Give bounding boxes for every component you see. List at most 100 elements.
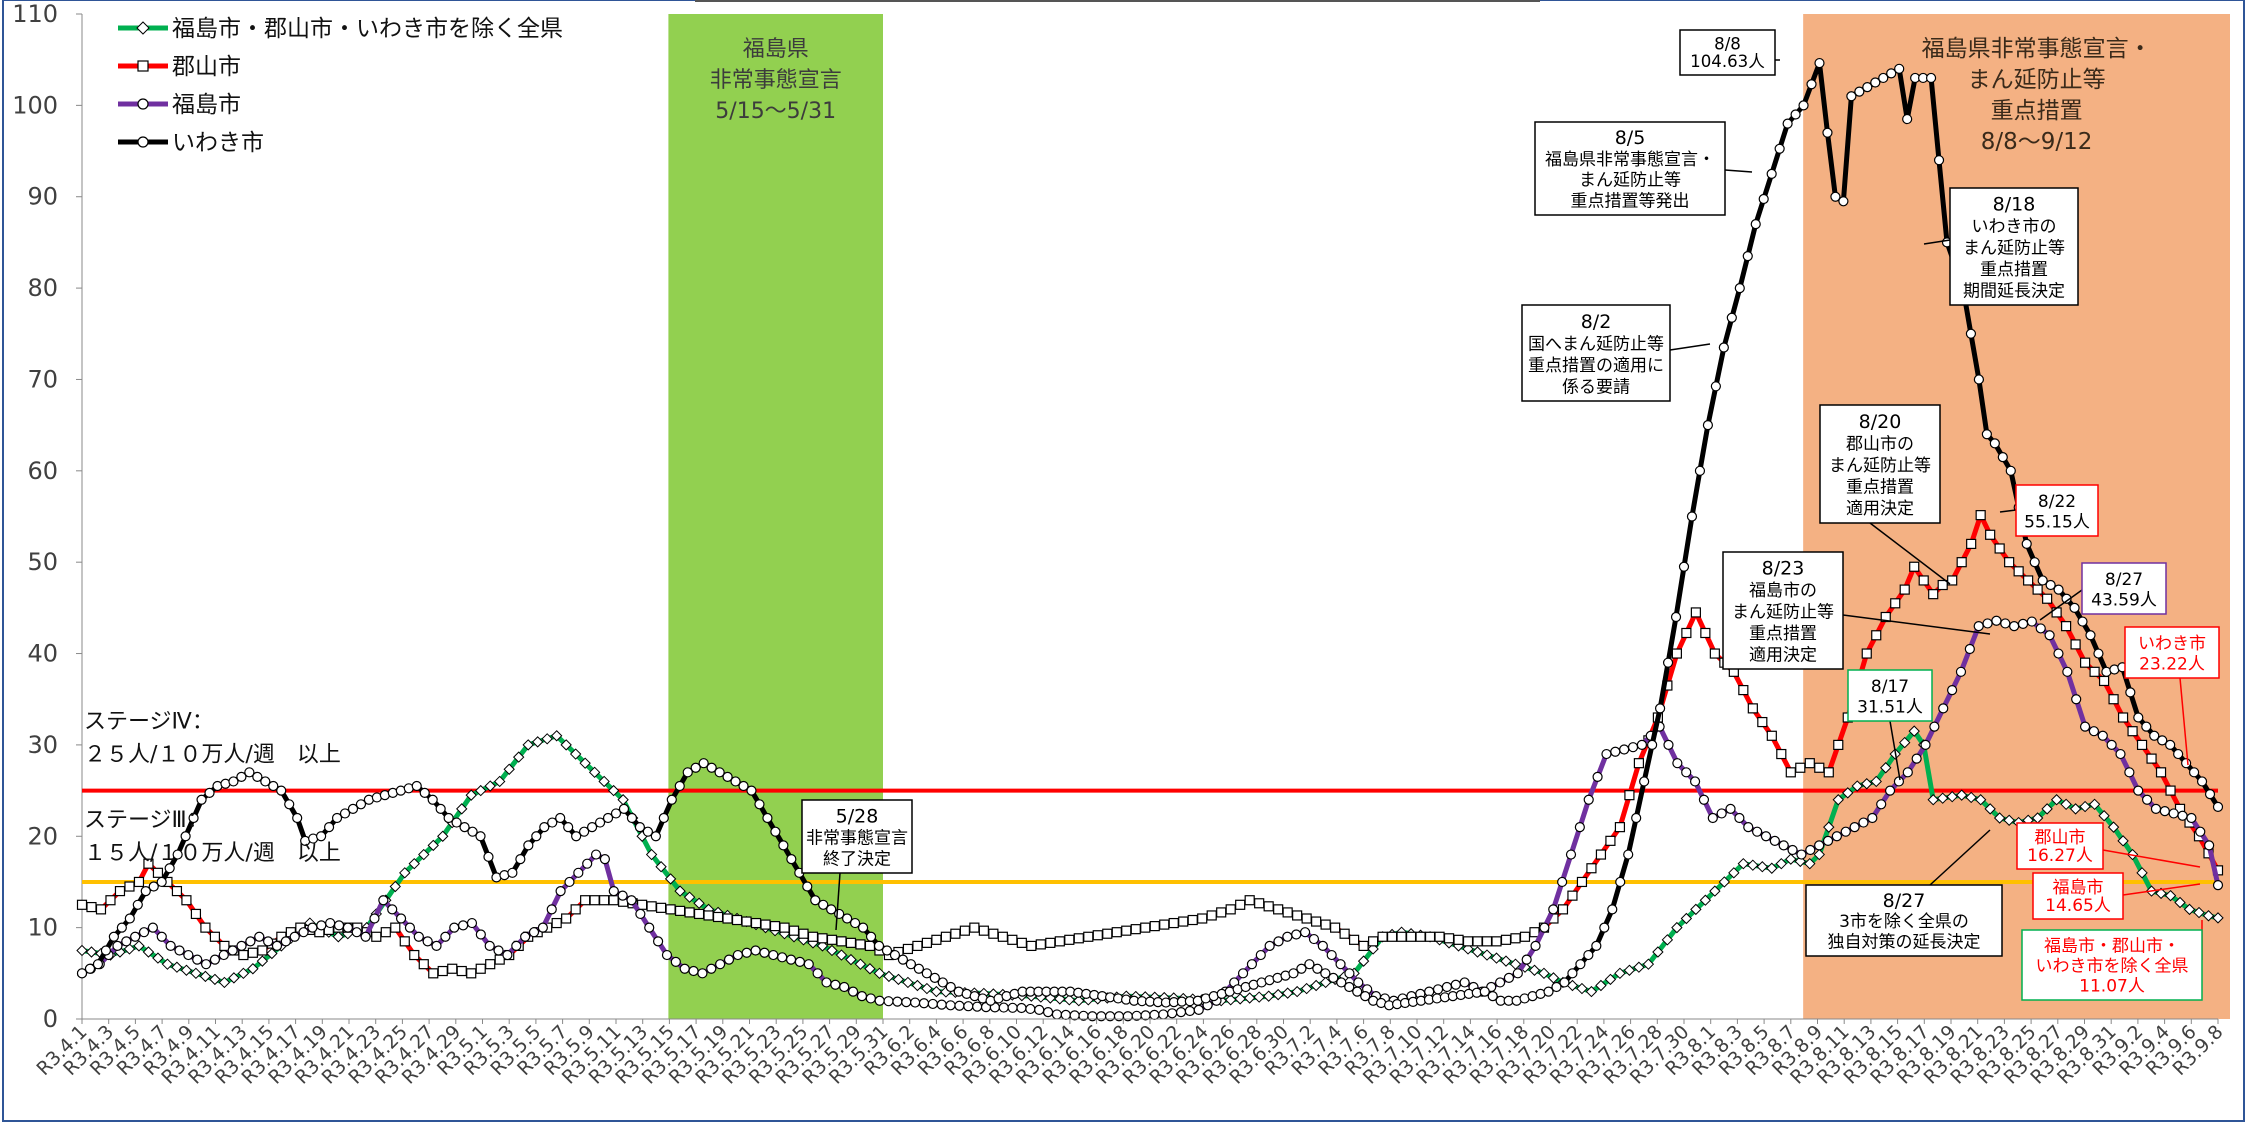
annotation-text: 8/23: [1762, 558, 1805, 580]
data-point: [1681, 627, 1692, 639]
data-point: [2212, 801, 2224, 812]
data-point: [183, 949, 194, 961]
annotation-pointer: [1842, 614, 1991, 635]
data-point: [190, 967, 202, 980]
data-point: [810, 895, 821, 906]
data-point: [1700, 627, 1711, 639]
data-point: [1512, 968, 1523, 979]
data-point: [292, 812, 303, 824]
data-point: [1432, 984, 1444, 995]
data-point: [266, 947, 278, 960]
data-point: [409, 949, 420, 961]
data-point: [1778, 840, 1789, 851]
data-point: [2045, 579, 2056, 591]
data-point: [794, 956, 806, 967]
legend-label: 福島市・郡山市・いわき市を除く全県: [172, 16, 563, 42]
data-point: [1614, 822, 1626, 833]
data-point: [1317, 940, 1328, 952]
data-point: [1870, 775, 1882, 788]
annotation-text: いわき市: [2138, 634, 2206, 654]
data-point: [1339, 928, 1350, 939]
data-point: [2196, 776, 2208, 787]
data-point: [706, 963, 717, 974]
data-point: [714, 767, 725, 778]
data-point: [1964, 643, 1975, 655]
data-point: [582, 858, 593, 869]
y-tick-label: 30: [27, 731, 58, 759]
data-point: [1234, 993, 1246, 1005]
data-point: [972, 1001, 983, 1012]
data-point: [684, 907, 695, 918]
data-point: [1576, 876, 1588, 888]
data-point: [913, 963, 924, 974]
data-point: [2053, 648, 2064, 659]
data-point: [86, 901, 97, 913]
data-point: [1273, 936, 1284, 947]
legend-swatch-marker: [137, 60, 149, 72]
data-point: [347, 803, 359, 814]
data-point: [905, 959, 916, 970]
data-point: [1680, 912, 1693, 925]
data-point: [227, 945, 238, 956]
data-point: [1725, 803, 1736, 814]
data-point: [988, 928, 999, 939]
data-point: [1766, 730, 1777, 741]
data-point: [133, 876, 145, 888]
data-point: [1955, 666, 1967, 677]
data-point: [1973, 374, 1984, 385]
data-point: [1064, 934, 1075, 945]
data-point: [1262, 990, 1275, 1002]
data-point: [523, 840, 534, 851]
data-point: [218, 976, 231, 989]
data-point: [864, 963, 876, 975]
y-tick-label: 0: [43, 1005, 58, 1033]
data-point: [503, 763, 515, 775]
data-point: [1909, 561, 1920, 572]
data-point: [1652, 946, 1664, 958]
data-point: [124, 913, 135, 924]
data-point: [693, 908, 705, 920]
data-point: [940, 931, 951, 942]
data-point: [1619, 744, 1630, 755]
annotation-box: [1722, 551, 1844, 670]
data-point: [1989, 438, 2000, 449]
data-point: [2204, 789, 2216, 800]
data-point: [1795, 762, 1806, 773]
data-point: [1937, 579, 1948, 591]
data-point: [754, 799, 765, 810]
data-point: [1831, 831, 1842, 842]
data-point: [1538, 967, 1550, 980]
data-point: [2159, 806, 2170, 817]
data-point: [646, 901, 657, 912]
data-point: [458, 920, 469, 931]
annotation-text: 104.63人: [1690, 52, 1765, 71]
data-point: [1920, 739, 1931, 751]
data-point: [263, 936, 274, 947]
data-point: [1936, 792, 1949, 804]
data-point: [1149, 921, 1160, 932]
data-point: [712, 911, 724, 923]
data-point: [1459, 977, 1470, 988]
data-point: [2088, 798, 2101, 811]
data-point: [147, 922, 159, 933]
data-point: [2060, 798, 2072, 811]
data-point: [1045, 937, 1056, 948]
data-point: [1631, 812, 1642, 824]
data-point: [143, 858, 154, 869]
data-point: [541, 733, 553, 745]
data-point: [209, 954, 221, 965]
data-point: [355, 799, 367, 810]
data-point: [1539, 922, 1550, 933]
data-point: [892, 996, 903, 1007]
data-point: [1902, 113, 1913, 125]
data-point: [683, 891, 696, 903]
data-point: [731, 914, 743, 926]
data-point: [912, 940, 923, 952]
data-point: [2017, 618, 2029, 629]
annotation-text: 8/5: [1615, 127, 1646, 149]
data-point: [116, 922, 127, 933]
data-point: [1830, 191, 1841, 202]
